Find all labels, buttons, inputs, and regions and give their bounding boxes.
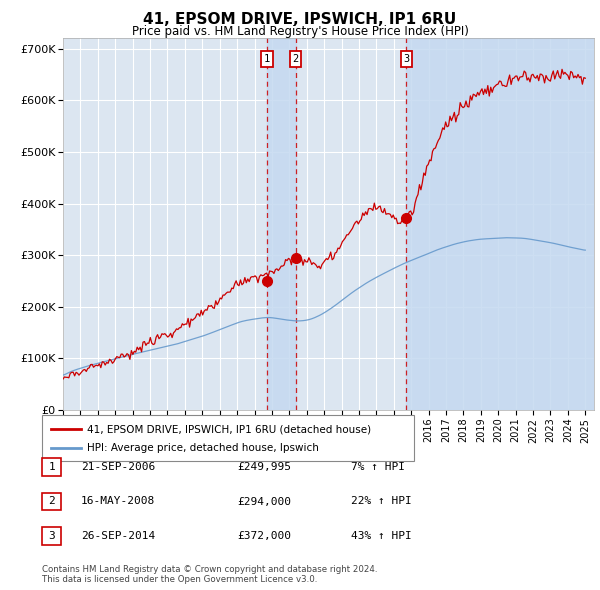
Text: 3: 3: [48, 531, 55, 540]
Text: £372,000: £372,000: [237, 531, 291, 540]
Text: 2: 2: [48, 497, 55, 506]
Text: 22% ↑ HPI: 22% ↑ HPI: [351, 497, 412, 506]
Text: 3: 3: [403, 54, 410, 64]
Text: £294,000: £294,000: [237, 497, 291, 506]
Text: 1: 1: [48, 463, 55, 472]
Text: HPI: Average price, detached house, Ipswich: HPI: Average price, detached house, Ipsw…: [87, 444, 319, 454]
Text: 26-SEP-2014: 26-SEP-2014: [81, 531, 155, 540]
Text: 1: 1: [264, 54, 270, 64]
Text: 7% ↑ HPI: 7% ↑ HPI: [351, 463, 405, 472]
Text: 43% ↑ HPI: 43% ↑ HPI: [351, 531, 412, 540]
Text: Contains HM Land Registry data © Crown copyright and database right 2024.: Contains HM Land Registry data © Crown c…: [42, 565, 377, 574]
Bar: [267, 38, 296, 410]
Text: Price paid vs. HM Land Registry's House Price Index (HPI): Price paid vs. HM Land Registry's House …: [131, 25, 469, 38]
Bar: [406, 38, 594, 410]
Text: £249,995: £249,995: [237, 463, 291, 472]
Text: 21-SEP-2006: 21-SEP-2006: [81, 463, 155, 472]
Text: 2: 2: [293, 54, 299, 64]
Text: 41, EPSOM DRIVE, IPSWICH, IP1 6RU: 41, EPSOM DRIVE, IPSWICH, IP1 6RU: [143, 12, 457, 27]
Text: This data is licensed under the Open Government Licence v3.0.: This data is licensed under the Open Gov…: [42, 575, 317, 584]
Text: 16-MAY-2008: 16-MAY-2008: [81, 497, 155, 506]
Text: 41, EPSOM DRIVE, IPSWICH, IP1 6RU (detached house): 41, EPSOM DRIVE, IPSWICH, IP1 6RU (detac…: [87, 424, 371, 434]
